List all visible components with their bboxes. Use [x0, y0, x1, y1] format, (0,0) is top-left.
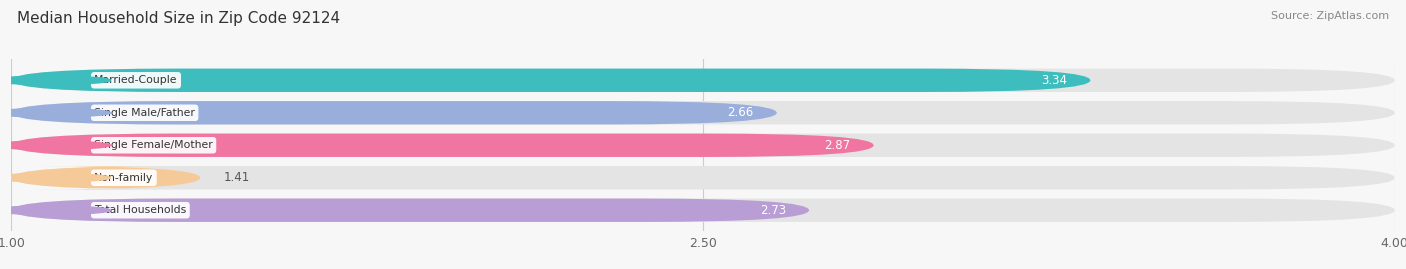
FancyBboxPatch shape: [11, 101, 776, 125]
Circle shape: [0, 174, 111, 182]
Text: 1.41: 1.41: [224, 171, 250, 184]
FancyBboxPatch shape: [11, 69, 1091, 92]
Text: 2.87: 2.87: [824, 139, 851, 152]
Circle shape: [0, 206, 111, 214]
FancyBboxPatch shape: [11, 166, 200, 189]
FancyBboxPatch shape: [11, 199, 1395, 222]
Text: Married-Couple: Married-Couple: [94, 75, 177, 85]
Text: 2.73: 2.73: [759, 204, 786, 217]
FancyBboxPatch shape: [11, 166, 1395, 189]
FancyBboxPatch shape: [11, 134, 873, 157]
Text: Source: ZipAtlas.com: Source: ZipAtlas.com: [1271, 11, 1389, 21]
Text: 3.34: 3.34: [1042, 74, 1067, 87]
Text: Total Households: Total Households: [94, 205, 187, 215]
Circle shape: [0, 76, 111, 84]
Text: Non-family: Non-family: [94, 173, 153, 183]
FancyBboxPatch shape: [11, 69, 1395, 92]
Text: Median Household Size in Zip Code 92124: Median Household Size in Zip Code 92124: [17, 11, 340, 26]
Circle shape: [0, 109, 111, 117]
FancyBboxPatch shape: [11, 199, 808, 222]
Circle shape: [0, 141, 111, 150]
FancyBboxPatch shape: [11, 134, 1395, 157]
Text: Single Male/Father: Single Male/Father: [94, 108, 195, 118]
Text: 2.66: 2.66: [727, 106, 754, 119]
FancyBboxPatch shape: [11, 101, 1395, 125]
Text: Single Female/Mother: Single Female/Mother: [94, 140, 212, 150]
